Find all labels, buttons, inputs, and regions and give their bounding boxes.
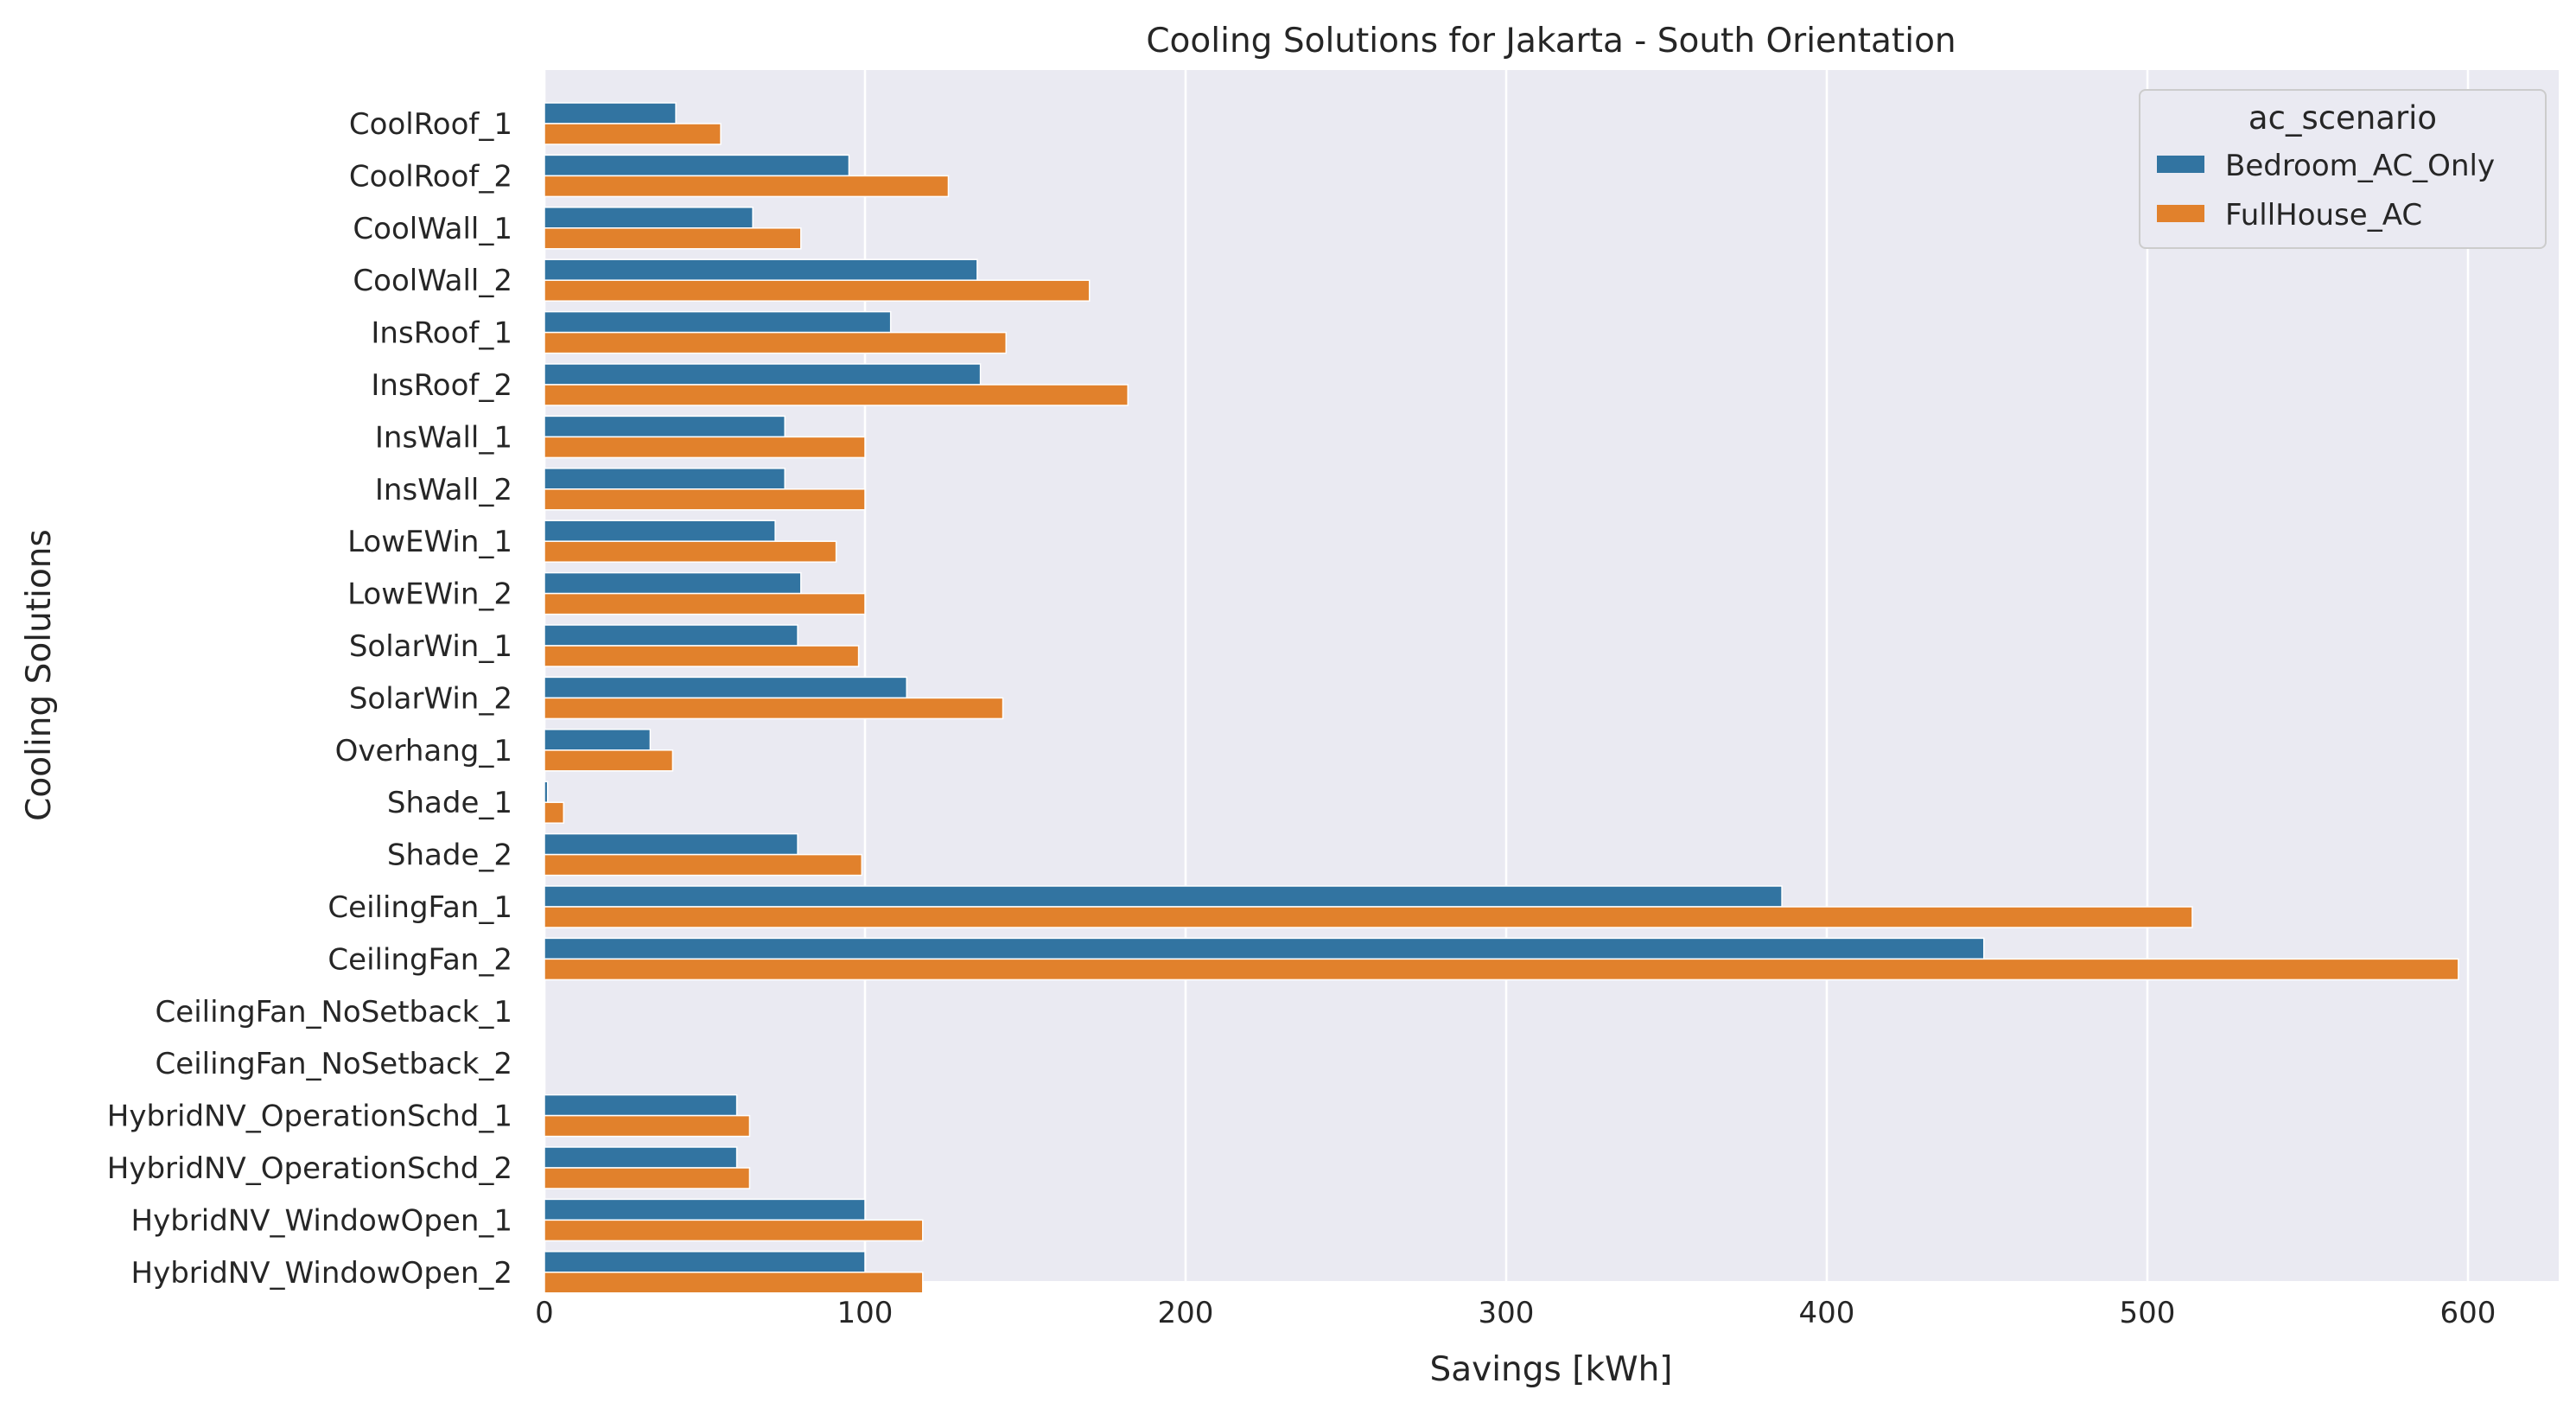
legend-box <box>2139 89 2547 249</box>
bar-FullHouse_AC-InsWall_1 <box>544 436 866 459</box>
bar-FullHouse_AC-LowEWin_2 <box>544 592 866 615</box>
y-tick-label-CoolRoof_1: CoolRoof_1 <box>349 107 512 142</box>
y-tick-label-CeilingFan_NoSetback_2: CeilingFan_NoSetback_2 <box>156 1047 512 1081</box>
y-tick-label-InsRoof_2: InsRoof_2 <box>371 368 512 403</box>
y-tick-label-InsWall_2: InsWall_2 <box>375 473 512 507</box>
y-tick-label-CoolWall_2: CoolWall_2 <box>353 264 512 298</box>
bar-Bedroom_AC_Only-Shade_2 <box>544 832 798 856</box>
bar-Bedroom_AC_Only-HybridNV_WindowOpen_1 <box>544 1198 866 1221</box>
y-tick-label-CeilingFan_1: CeilingFan_1 <box>328 890 512 925</box>
bar-Bedroom_AC_Only-Overhang_1 <box>544 729 652 751</box>
bar-Bedroom_AC_Only-CoolRoof_1 <box>544 102 677 124</box>
y-tick-label-HybridNV_WindowOpen_2: HybridNV_WindowOpen_2 <box>131 1256 512 1291</box>
legend-label-bedroom: Bedroom_AC_Only <box>2225 149 2495 183</box>
bar-Bedroom_AC_Only-CoolWall_2 <box>544 258 978 281</box>
bar-FullHouse_AC-CoolWall_2 <box>544 279 1091 302</box>
bar-Bedroom_AC_Only-CeilingFan_2 <box>544 937 1985 960</box>
chart-title: Cooling Solutions for Jakarta - South Or… <box>1146 22 1956 61</box>
bar-Bedroom_AC_Only-HybridNV_OperationSchd_1 <box>544 1093 738 1117</box>
bar-FullHouse_AC-CoolRoof_2 <box>544 175 950 198</box>
legend: ac_scenario Bedroom_AC_Only FullHouse_AC <box>2139 89 2547 249</box>
x-tick-label-400: 400 <box>1799 1296 1855 1330</box>
bar-FullHouse_AC-SolarWin_1 <box>544 645 860 667</box>
bar-FullHouse_AC-InsWall_2 <box>544 488 866 511</box>
bars-group <box>544 102 2459 1294</box>
y-tick-label-Shade_1: Shade_1 <box>387 786 512 820</box>
legend-label-fullhouse: FullHouse_AC <box>2225 198 2422 233</box>
bar-Bedroom_AC_Only-HybridNV_OperationSchd_2 <box>544 1146 738 1169</box>
bar-Bedroom_AC_Only-LowEWin_1 <box>544 520 776 542</box>
bar-Bedroom_AC_Only-InsRoof_1 <box>544 310 892 334</box>
x-tick-label-500: 500 <box>2120 1296 2176 1330</box>
y-tick-label-CeilingFan_NoSetback_1: CeilingFan_NoSetback_1 <box>156 995 512 1030</box>
bar-FullHouse_AC-InsRoof_1 <box>544 331 1007 354</box>
y-tick-label-InsWall_1: InsWall_1 <box>375 420 512 455</box>
legend-title: ac_scenario <box>2248 99 2437 137</box>
y-tick-label-Shade_2: Shade_2 <box>387 838 512 873</box>
bar-FullHouse_AC-CoolWall_1 <box>544 227 802 250</box>
y-tick-labels: CoolRoof_1 CoolRoof_2 CoolWall_1 CoolWall_2… <box>107 107 512 1291</box>
x-tick-label-0: 0 <box>535 1296 554 1330</box>
bar-FullHouse_AC-Overhang_1 <box>544 749 674 772</box>
y-tick-label-HybridNV_WindowOpen_1: HybridNV_WindowOpen_1 <box>131 1203 512 1238</box>
bar-FullHouse_AC-HybridNV_OperationSchd_1 <box>544 1114 751 1138</box>
bar-FullHouse_AC-HybridNV_WindowOpen_2 <box>544 1272 924 1294</box>
legend-swatch-bedroom <box>2157 156 2204 173</box>
bar-Bedroom_AC_Only-CoolWall_1 <box>544 207 754 229</box>
bar-Bedroom_AC_Only-InsWall_1 <box>544 415 786 438</box>
x-axis-title: Savings [kWh] <box>1429 1350 1672 1389</box>
bar-Bedroom_AC_Only-CoolRoof_2 <box>544 154 850 177</box>
y-tick-label-CeilingFan_2: CeilingFan_2 <box>328 942 512 977</box>
bar-FullHouse_AC-HybridNV_WindowOpen_1 <box>544 1219 924 1242</box>
plot-area <box>544 70 2559 1281</box>
x-tick-label-200: 200 <box>1158 1296 1214 1330</box>
x-tick-label-600: 600 <box>2440 1296 2496 1330</box>
y-tick-label-SolarWin_2: SolarWin_2 <box>349 681 512 716</box>
bar-Bedroom_AC_Only-InsWall_2 <box>544 468 786 490</box>
bar-Bedroom_AC_Only-HybridNV_WindowOpen_2 <box>544 1251 866 1273</box>
y-tick-label-SolarWin_1: SolarWin_1 <box>349 629 512 664</box>
y-tick-label-Overhang_1: Overhang_1 <box>335 734 512 768</box>
bar-Bedroom_AC_Only-SolarWin_2 <box>544 676 907 699</box>
y-axis-title: Cooling Solutions <box>20 529 59 821</box>
bar-FullHouse_AC-SolarWin_2 <box>544 697 1004 720</box>
bar-Bedroom_AC_Only-SolarWin_1 <box>544 624 798 647</box>
y-tick-label-LowEWin_1: LowEWin_1 <box>347 525 512 559</box>
bar-Bedroom_AC_Only-LowEWin_2 <box>544 571 802 595</box>
x-tick-labels: 0 100 200 300 400 500 600 <box>535 1296 2496 1330</box>
y-tick-label-HybridNV_OperationSchd_1: HybridNV_OperationSchd_1 <box>107 1100 512 1134</box>
bar-FullHouse_AC-CeilingFan_1 <box>544 906 2193 928</box>
bar-FullHouse_AC-HybridNV_OperationSchd_2 <box>544 1167 751 1189</box>
legend-swatch-fullhouse <box>2157 205 2204 222</box>
x-tick-label-100: 100 <box>837 1296 894 1330</box>
bar-FullHouse_AC-CeilingFan_2 <box>544 958 2459 981</box>
y-tick-label-CoolRoof_2: CoolRoof_2 <box>349 159 512 194</box>
y-tick-label-HybridNV_OperationSchd_2: HybridNV_OperationSchd_2 <box>107 1151 512 1186</box>
y-tick-label-InsRoof_1: InsRoof_1 <box>371 316 512 351</box>
bar-FullHouse_AC-Shade_1 <box>544 801 565 824</box>
bar-FullHouse_AC-LowEWin_1 <box>544 540 837 563</box>
bar-FullHouse_AC-CoolRoof_1 <box>544 123 722 145</box>
bar-Bedroom_AC_Only-CeilingFan_1 <box>544 885 1783 908</box>
bar-Bedroom_AC_Only-Shade_1 <box>544 781 549 803</box>
bar-FullHouse_AC-InsRoof_2 <box>544 384 1129 406</box>
x-tick-label-300: 300 <box>1479 1296 1535 1330</box>
bar-FullHouse_AC-Shade_2 <box>544 853 863 877</box>
y-tick-label-CoolWall_1: CoolWall_1 <box>353 212 512 246</box>
y-tick-label-LowEWin_2: LowEWin_2 <box>347 577 512 612</box>
bar-Bedroom_AC_Only-InsRoof_2 <box>544 363 982 386</box>
